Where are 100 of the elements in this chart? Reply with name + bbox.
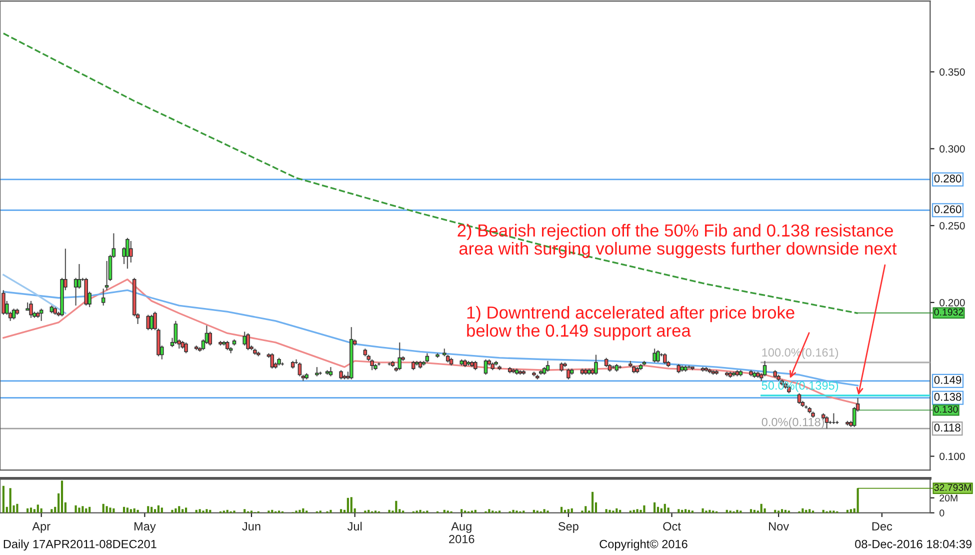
candlestick — [762, 360, 767, 377]
x-tick-label: Aug 2016 — [449, 522, 474, 544]
candlestick — [77, 263, 82, 290]
bar — [122, 506, 126, 513]
bar — [178, 506, 180, 513]
x-tick-label: Jun — [242, 522, 260, 531]
candlestick — [370, 358, 374, 371]
bar — [850, 509, 852, 513]
candlestick — [12, 308, 16, 320]
bar — [605, 509, 608, 513]
x-tick-label: Dec — [872, 522, 892, 531]
bar — [184, 508, 188, 513]
candlestick — [604, 357, 608, 368]
bar — [330, 510, 332, 513]
bar — [16, 504, 18, 513]
bar — [78, 508, 80, 513]
candlestick — [126, 237, 130, 270]
bar — [126, 508, 128, 513]
bar — [9, 488, 12, 513]
candlestick — [242, 331, 246, 346]
x-tick-label: Jul — [347, 522, 362, 531]
bar — [736, 510, 738, 513]
candlestick — [824, 416, 829, 430]
candlestick — [29, 300, 33, 318]
bar — [636, 509, 638, 513]
bar — [488, 509, 490, 513]
ref-line-label: 0.149 — [934, 376, 962, 384]
ref-line-label: 0.280 — [934, 174, 962, 182]
text: Daily 17APR2011-08DEC201 — [4, 540, 156, 551]
ref-line-label: 0.118 — [934, 424, 960, 432]
bar — [643, 505, 646, 513]
bar — [160, 508, 163, 513]
candlestick — [74, 277, 78, 306]
bar — [640, 510, 642, 513]
bar — [750, 509, 752, 513]
x-tick-label: May — [134, 522, 156, 533]
bar — [760, 504, 762, 513]
candlestick — [797, 392, 802, 405]
annotation: 0.130 — [934, 406, 958, 413]
y-tick-label: 0.100 — [940, 452, 965, 460]
bar — [395, 500, 398, 513]
bar — [664, 504, 666, 513]
bar — [2, 486, 4, 513]
bar — [678, 509, 680, 513]
x-tick-label: Sep — [558, 522, 578, 533]
bar — [543, 509, 546, 513]
candlestick — [484, 358, 488, 376]
bar — [102, 504, 104, 513]
bar — [74, 505, 77, 513]
bar — [147, 506, 150, 513]
bar — [654, 502, 656, 513]
bar — [684, 509, 687, 513]
bar — [592, 492, 594, 513]
bar — [808, 509, 811, 513]
bar — [560, 506, 563, 513]
bar — [150, 506, 153, 513]
bar — [30, 508, 32, 513]
ref-line-label: 0.138 — [934, 392, 962, 401]
x-tick-label: Oct — [663, 522, 681, 531]
candlestick — [104, 260, 109, 291]
bar — [702, 508, 704, 513]
y-tick-label: 0.300 — [940, 145, 965, 153]
bar — [130, 509, 132, 513]
bar — [206, 509, 208, 513]
data-label: 32.793M — [934, 484, 971, 491]
bar — [60, 480, 64, 513]
x-tick-label: Apr — [32, 522, 50, 533]
candlestick — [339, 370, 343, 380]
y-tick-label: 20M — [940, 494, 958, 502]
bar — [350, 497, 352, 513]
candlestick — [184, 342, 188, 354]
candlestick — [174, 320, 178, 345]
candlestick — [150, 314, 154, 331]
bar — [82, 506, 84, 513]
y-tick-label: 0 — [940, 510, 944, 516]
bar — [182, 509, 184, 513]
bar — [198, 509, 201, 513]
candlestick — [652, 348, 656, 364]
annotation: 1) Downtrend accelerated after price broke below the 0.149 support area — [467, 306, 794, 340]
candlestick — [566, 368, 570, 380]
text: Copyright© 2016 — [600, 540, 688, 551]
bar — [157, 505, 160, 513]
y-tick-label: 0.200 — [940, 298, 965, 306]
bar — [340, 509, 342, 513]
candlestick — [474, 360, 478, 371]
text: 08-Dec-2016 18:04:39 — [855, 540, 972, 548]
y-tick-label: 0.350 — [940, 68, 965, 76]
bar — [171, 510, 174, 513]
candlestick — [315, 366, 319, 377]
bar — [50, 509, 53, 513]
annotation: 0.0%(0.118) — [762, 418, 824, 429]
bar — [656, 506, 660, 513]
y-tick-label: 0.250 — [940, 222, 965, 230]
annotation: 0.1932 — [934, 308, 964, 316]
bar — [667, 508, 670, 513]
bar — [346, 498, 349, 513]
bar — [109, 508, 112, 513]
candlestick — [398, 342, 402, 371]
bar — [244, 509, 246, 513]
candlestick — [663, 352, 667, 365]
